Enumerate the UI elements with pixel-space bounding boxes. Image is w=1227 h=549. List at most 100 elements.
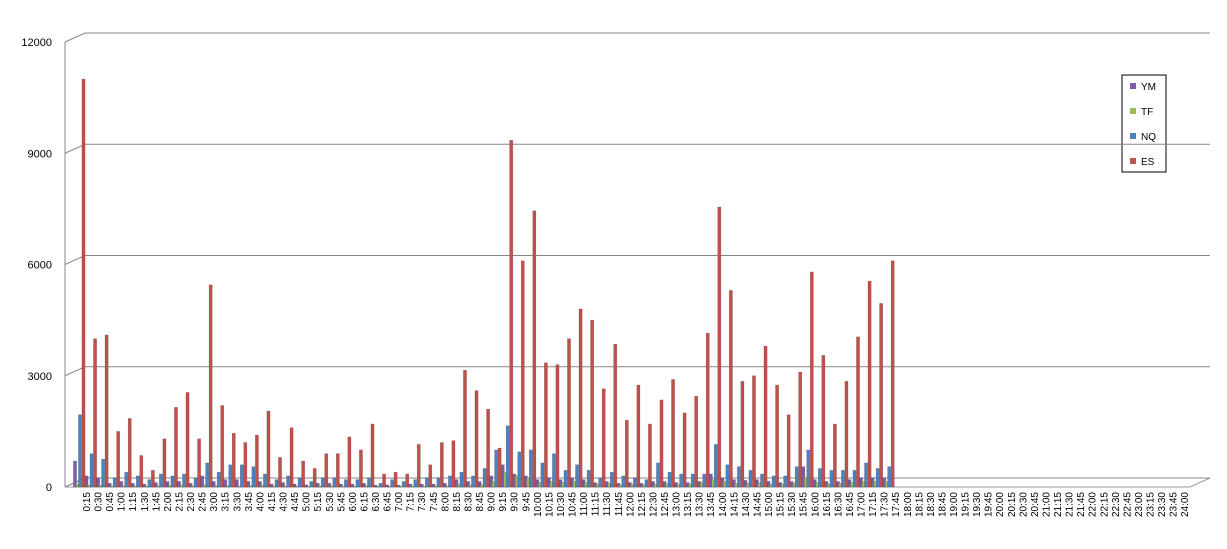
x-tick-label: 15:15 <box>776 492 787 517</box>
bar <box>624 420 629 488</box>
bar <box>648 423 652 488</box>
bar <box>841 470 845 488</box>
x-tick-label: 22:30 <box>1111 492 1122 517</box>
bar <box>532 210 537 488</box>
legend-label: ES <box>1141 157 1155 168</box>
y-tick-label: 0 <box>46 482 52 494</box>
bar <box>382 473 386 488</box>
grid-line <box>64 32 1210 43</box>
bar <box>613 343 618 488</box>
legend-label: YM <box>1141 82 1156 93</box>
bar <box>297 477 302 488</box>
bar <box>344 479 348 488</box>
x-tick-label: 22:00 <box>1088 492 1099 517</box>
bar <box>794 466 799 488</box>
x-tick-label: 4:30 <box>279 492 290 512</box>
bar <box>127 418 132 488</box>
x-tick-label: 19:15 <box>961 492 972 517</box>
bar <box>775 384 779 488</box>
grid-line <box>64 255 1210 265</box>
x-tick-label: 16:45 <box>845 492 856 517</box>
bar <box>760 473 764 488</box>
x-tick-label: 11:15 <box>591 492 602 517</box>
bar <box>413 479 418 488</box>
x-tick-label: 6:45 <box>383 492 394 512</box>
bar <box>844 381 849 488</box>
x-tick-label: 20:00 <box>995 492 1006 517</box>
bar <box>162 438 167 488</box>
x-tick-label: 18:15 <box>914 492 925 517</box>
bar <box>147 479 152 488</box>
x-tick-label: 17:00 <box>857 492 868 517</box>
bar <box>890 260 895 488</box>
x-tick-label: 23:30 <box>1157 492 1168 517</box>
x-tick-label: 16:30 <box>833 492 844 517</box>
x-tick-label: 15:30 <box>787 492 798 517</box>
bar <box>112 477 117 488</box>
x-tick-label: 21:30 <box>1065 492 1076 517</box>
bar <box>809 271 814 488</box>
x-tick-label: 21:15 <box>1053 492 1064 517</box>
bar <box>879 303 883 488</box>
bar <box>255 434 259 488</box>
bar <box>286 475 290 488</box>
x-tick-label: 13:00 <box>672 492 683 517</box>
x-tick-label: 21:45 <box>1076 492 1087 517</box>
bar <box>78 414 82 488</box>
x-tick-label: 2:45 <box>198 492 209 512</box>
x-tick-label: 19:30 <box>972 492 983 517</box>
x-tick-label: 10:45 <box>568 492 579 517</box>
bar <box>644 479 649 488</box>
bar <box>93 338 97 488</box>
x-tick-label: 10:00 <box>533 492 544 517</box>
bar <box>347 436 352 488</box>
bar <box>517 451 522 488</box>
bar <box>621 475 626 488</box>
bar <box>748 470 753 488</box>
x-tick-label: 12:45 <box>660 492 671 517</box>
x-tick-label: 9:15 <box>498 492 509 512</box>
x-tick-label: 20:15 <box>1007 492 1018 517</box>
legend-swatch <box>1130 108 1136 114</box>
bar <box>852 470 857 488</box>
bar <box>159 473 163 488</box>
x-tick-label: 1:00 <box>117 492 128 512</box>
bar <box>170 475 175 488</box>
x-tick-label: 7:30 <box>417 492 428 512</box>
bar <box>586 470 591 488</box>
x-tick-label: 18:00 <box>903 492 914 517</box>
bar <box>135 475 140 488</box>
x-tick-label: 6:00 <box>348 492 359 512</box>
y-tick-label: 6000 <box>28 260 52 272</box>
x-tick-label: 24:00 <box>1180 492 1191 517</box>
bar <box>609 471 614 488</box>
bar <box>740 381 745 488</box>
x-tick-label: 1:15 <box>128 492 139 512</box>
x-tick-label: 3:30 <box>232 492 243 512</box>
bar <box>575 464 579 488</box>
x-tick-label: 14:30 <box>741 492 752 517</box>
x-tick-label: 14:15 <box>729 492 740 517</box>
x-tick-label: 10:15 <box>544 492 555 517</box>
x-tick-label: 1:30 <box>140 492 151 512</box>
x-tick-label: 17:45 <box>891 492 902 517</box>
x-tick-label: 9:30 <box>510 492 521 512</box>
bar <box>633 477 637 488</box>
x-tick-label: 7:45 <box>429 492 440 512</box>
bar <box>231 432 236 488</box>
bar <box>806 449 811 488</box>
bar <box>440 442 444 488</box>
bar <box>312 468 317 488</box>
bar <box>359 449 363 488</box>
x-tick-label: 21:00 <box>1041 492 1052 517</box>
bar <box>798 371 803 488</box>
x-tick-label: 12:00 <box>625 492 636 517</box>
x-tick-label: 3:00 <box>209 492 220 512</box>
bar <box>101 458 105 488</box>
bar <box>370 423 375 488</box>
bar <box>567 338 571 488</box>
bar <box>266 410 271 488</box>
x-tick-label: 22:45 <box>1122 492 1133 517</box>
legend-swatch <box>1130 158 1136 164</box>
